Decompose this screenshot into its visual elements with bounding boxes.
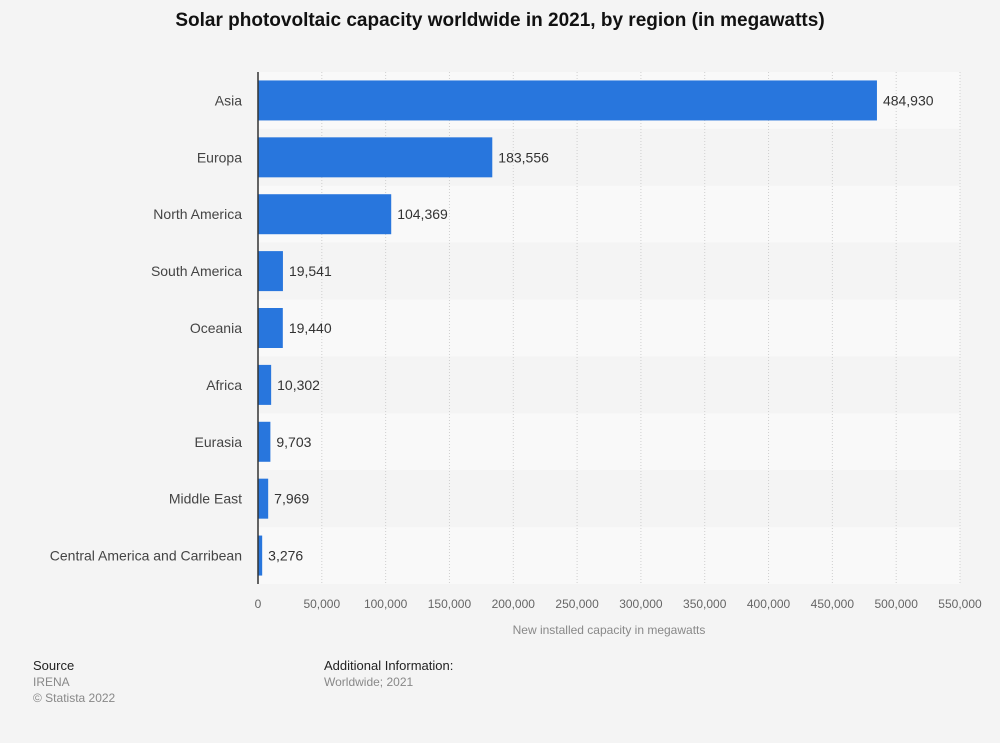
row-band bbox=[258, 470, 960, 528]
additional-info-heading: Additional Information: bbox=[324, 658, 454, 673]
category-label: Oceania bbox=[190, 320, 242, 336]
row-band bbox=[258, 242, 960, 300]
bar bbox=[258, 80, 877, 121]
bar bbox=[258, 194, 392, 235]
source-block: Source IRENA © Statista 2022 bbox=[33, 658, 115, 706]
source-name: IRENA bbox=[33, 675, 70, 689]
x-tick-label: 300,000 bbox=[619, 597, 663, 611]
bar bbox=[258, 421, 271, 462]
x-tick-label: 50,000 bbox=[303, 597, 340, 611]
chart-title: Solar photovoltaic capacity worldwide in… bbox=[175, 10, 825, 31]
category-label: Middle East bbox=[169, 491, 242, 507]
x-axis-title: New installed capacity in megawatts bbox=[513, 623, 706, 637]
value-label: 183,556 bbox=[498, 149, 549, 165]
x-tick-label: 500,000 bbox=[874, 597, 918, 611]
additional-info-block: Additional Information: Worldwide; 2021 bbox=[324, 658, 453, 690]
x-tick-label: 400,000 bbox=[747, 597, 791, 611]
x-tick-label: 350,000 bbox=[683, 597, 727, 611]
category-label: South America bbox=[151, 263, 242, 279]
value-label: 3,276 bbox=[268, 548, 303, 564]
bar bbox=[258, 137, 493, 178]
category-label: North America bbox=[153, 206, 242, 222]
value-label: 10,302 bbox=[277, 377, 320, 393]
bar-chart: Asia 484,930 Europa 183,556 North America 104… bbox=[50, 72, 982, 637]
x-tick-label: 250,000 bbox=[555, 597, 599, 611]
copyright: © Statista 2022 bbox=[33, 691, 116, 705]
value-label: 484,930 bbox=[883, 92, 934, 108]
bar bbox=[258, 535, 263, 576]
additional-info-text: Worldwide; 2021 bbox=[324, 675, 414, 689]
x-tick-label: 450,000 bbox=[811, 597, 855, 611]
row-band bbox=[258, 527, 960, 584]
x-tick-label: 150,000 bbox=[428, 597, 472, 611]
category-label: Europa bbox=[197, 149, 242, 165]
value-label: 19,440 bbox=[289, 320, 332, 336]
row-band bbox=[258, 356, 960, 414]
category-label: Central America and Carribean bbox=[50, 548, 242, 564]
bar bbox=[258, 308, 283, 348]
x-tick-label: 0 bbox=[255, 597, 262, 611]
row-band bbox=[258, 413, 960, 471]
x-tick-label: 550,000 bbox=[938, 597, 982, 611]
bar bbox=[258, 364, 272, 405]
value-label: 9,703 bbox=[276, 434, 311, 450]
x-tick-label: 200,000 bbox=[492, 597, 536, 611]
value-label: 19,541 bbox=[289, 263, 332, 279]
source-heading: Source bbox=[33, 658, 75, 673]
category-label: Africa bbox=[206, 377, 242, 393]
value-label: 7,969 bbox=[274, 491, 309, 507]
bar bbox=[258, 251, 283, 292]
x-tick-label: 100,000 bbox=[364, 597, 408, 611]
row-band bbox=[258, 299, 960, 357]
category-label: Asia bbox=[215, 92, 242, 108]
value-label: 104,369 bbox=[397, 206, 448, 222]
bar bbox=[258, 478, 269, 519]
category-label: Eurasia bbox=[195, 434, 243, 450]
